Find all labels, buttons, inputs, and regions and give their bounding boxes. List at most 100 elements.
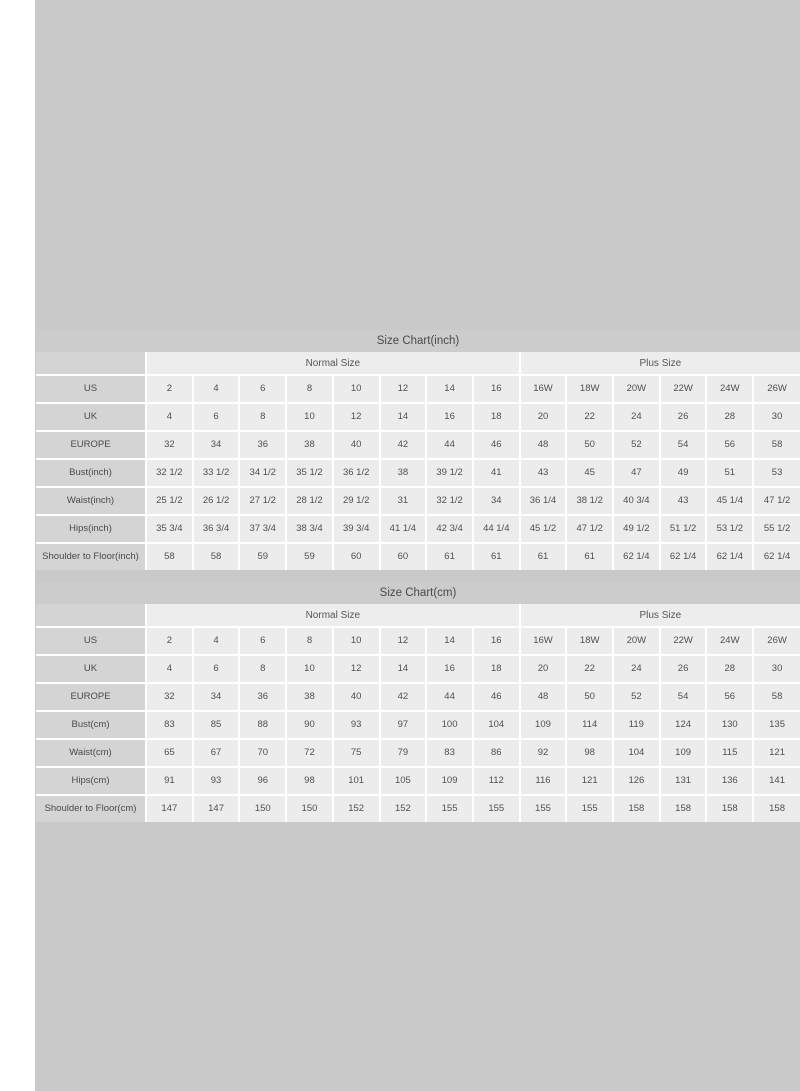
table-cell: 2 — [146, 627, 194, 656]
table-cell: 131 — [659, 767, 708, 796]
table-cell: 8 — [286, 375, 334, 404]
table-cell: 43 — [519, 459, 568, 488]
table-cell: 62 1/4 — [613, 543, 661, 570]
table-cell: 49 — [659, 459, 708, 488]
table-cell: 32 1/2 — [146, 459, 194, 488]
row-label: EUROPE — [36, 431, 147, 460]
table-cell: 62 1/4 — [753, 543, 800, 570]
row-label: US — [36, 627, 147, 656]
table-row: Bust(cm) 83 85 88 90 93 97 100 104 109 114 119 124 13… — [36, 711, 800, 740]
size-group-header: Normal Size — [146, 352, 521, 376]
table-cell: 114 — [566, 711, 615, 740]
group-row-corner — [36, 352, 147, 376]
table-cell: 42 — [379, 683, 428, 712]
table-cell: 150 — [286, 795, 334, 822]
table-cell: 104 — [472, 711, 521, 740]
table-cell: 10 — [286, 403, 334, 432]
table-cell: 50 — [566, 683, 615, 712]
table-cell: 109 — [426, 767, 474, 796]
table-cell: 116 — [519, 767, 568, 796]
row-label: US — [36, 375, 147, 404]
table-cell: 158 — [706, 795, 755, 822]
table-cell: 135 — [753, 711, 800, 740]
table-cell: 61 — [519, 543, 568, 570]
table-cell: 4 — [146, 403, 194, 432]
table-cell: 49 1/2 — [613, 515, 661, 544]
table-cell: 10 — [286, 655, 334, 684]
table-cell: 109 — [659, 739, 708, 768]
table-cell: 155 — [472, 795, 521, 822]
table-cell: 62 1/4 — [706, 543, 755, 570]
table-cell: 79 — [379, 739, 428, 768]
table-cell: 54 — [659, 683, 708, 712]
table-cell: 53 — [753, 459, 800, 488]
table-cell: 41 1/4 — [379, 515, 428, 544]
table-cell: 48 — [519, 683, 568, 712]
table-cell: 65 — [146, 739, 194, 768]
table-cell: 43 — [659, 487, 708, 516]
table-cell: 26 — [659, 403, 708, 432]
table-cell: 45 1/2 — [519, 515, 568, 544]
table-cell: 47 1/2 — [566, 515, 615, 544]
table-cell: 6 — [192, 655, 241, 684]
row-label: Bust(inch) — [36, 459, 147, 488]
table-cell: 115 — [706, 739, 755, 768]
table-cell: 136 — [706, 767, 755, 796]
table-cell: 86 — [472, 739, 521, 768]
table-cell: 14 — [379, 403, 428, 432]
table-cell: 97 — [379, 711, 428, 740]
table-cell: 51 1/2 — [659, 515, 708, 544]
table-cell: 58 — [192, 543, 241, 570]
table-cell: 70 — [239, 739, 288, 768]
table-cell: 44 — [426, 431, 474, 460]
table-cell: 39 3/4 — [332, 515, 381, 544]
table-cell: 38 3/4 — [286, 515, 334, 544]
table-cell: 30 — [753, 403, 800, 432]
table-cell: 38 — [286, 431, 334, 460]
table-cell: 24 — [613, 655, 661, 684]
table-row: UK 4 6 8 10 12 14 16 18 20 22 24 26 28 30 — [36, 655, 800, 684]
table-cell: 51 — [706, 459, 755, 488]
row-label: EUROPE — [36, 683, 147, 712]
table-cell: 29 1/2 — [332, 487, 381, 516]
table-cell: 4 — [192, 375, 241, 404]
table-cell: 46 — [472, 431, 521, 460]
table-cell: 6 — [192, 403, 241, 432]
table-cell: 61 — [566, 543, 615, 570]
size-chart-cm: Size Chart(cm) Normal Size Plus Size US 2 4 6 8… — [36, 582, 800, 822]
table-row: Waist(cm) 65 67 70 72 75 79 83 86 92 98 104 109 115 12… — [36, 739, 800, 768]
table-cell: 8 — [239, 403, 288, 432]
table-cell: 18W — [566, 627, 615, 656]
table-cell: 121 — [566, 767, 615, 796]
table-cell: 16 — [472, 375, 521, 404]
table-cell: 20 — [519, 403, 568, 432]
row-label: Shoulder to Floor(cm) — [36, 795, 147, 822]
table-cell: 98 — [286, 767, 334, 796]
table-cell: 158 — [753, 795, 800, 822]
table-cell: 26 — [659, 655, 708, 684]
table-cell: 155 — [426, 795, 474, 822]
table-cell: 6 — [239, 375, 288, 404]
table-row: EUROPE 32 34 36 38 40 42 44 46 48 50 52 54 56 58 — [36, 431, 800, 460]
table-cell: 54 — [659, 431, 708, 460]
table-cell: 60 — [379, 543, 428, 570]
table-cell: 26W — [753, 375, 800, 404]
table-cell: 36 1/2 — [332, 459, 381, 488]
table-cell: 34 1/2 — [239, 459, 288, 488]
size-group-header: Plus Size — [519, 352, 800, 376]
table-cell: 67 — [192, 739, 241, 768]
chart-title: Size Chart(inch) — [36, 330, 800, 352]
table-cell: 155 — [566, 795, 615, 822]
table-cell: 6 — [239, 627, 288, 656]
table-cell: 31 — [379, 487, 428, 516]
table-cell: 16 — [426, 403, 474, 432]
table-cell: 141 — [753, 767, 800, 796]
table-cell: 32 — [146, 431, 194, 460]
table-cell: 4 — [146, 655, 194, 684]
table-cell: 14 — [426, 375, 474, 404]
table-cell: 147 — [192, 795, 241, 822]
table-cell: 35 1/2 — [286, 459, 334, 488]
table-cell: 48 — [519, 431, 568, 460]
table-cell: 124 — [659, 711, 708, 740]
row-label: UK — [36, 655, 147, 684]
